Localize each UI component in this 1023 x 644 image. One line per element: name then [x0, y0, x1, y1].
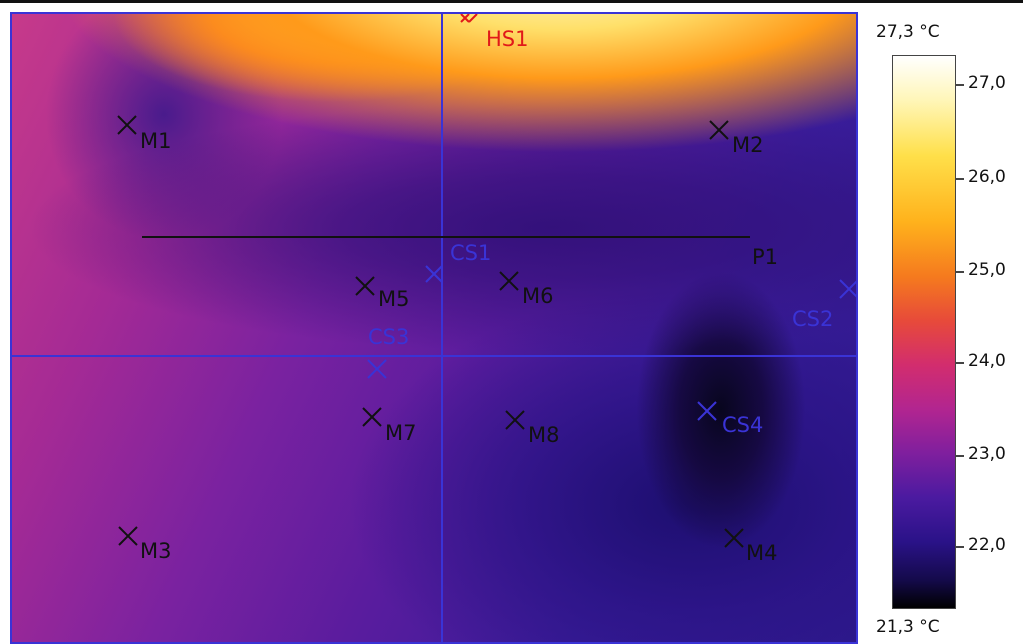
marker-m1[interactable]: M1 [117, 115, 171, 153]
top-border-line [0, 0, 1023, 3]
scale-tick [956, 271, 964, 273]
scale-tick-label-23: 23,0 [968, 444, 1006, 464]
label-cs1: CS1 [450, 241, 491, 265]
thermal-overlay: P1 HS1 M1 M2 M3 M4 [12, 14, 858, 642]
label-m8: M8 [528, 423, 559, 447]
scale-tick-label-22: 22,0 [968, 535, 1006, 555]
label-m3: M3 [140, 539, 171, 563]
marker-cs1[interactable]: CS1 [425, 241, 491, 283]
label-m5: M5 [378, 287, 409, 311]
marker-m6[interactable]: M6 [499, 271, 553, 308]
label-m6: M6 [522, 284, 553, 308]
marker-hs1[interactable]: HS1 [460, 14, 528, 51]
scale-tick-label-26: 26,0 [968, 167, 1006, 187]
label-p1: P1 [752, 245, 778, 269]
marker-m2[interactable]: M2 [709, 120, 763, 157]
temperature-color-bar [892, 55, 956, 609]
thermal-image[interactable]: P1 HS1 M1 M2 M3 M4 [10, 12, 858, 644]
scale-tick [956, 546, 964, 548]
marker-cs2[interactable]: CS2 [792, 279, 858, 331]
label-hs1: HS1 [486, 27, 528, 51]
scale-tick-label-25: 25,0 [968, 260, 1006, 280]
marker-cs3[interactable]: CS3 [367, 325, 409, 379]
label-cs2: CS2 [792, 307, 833, 331]
scale-tick-label-27: 27,0 [968, 73, 1006, 93]
scale-tick [956, 84, 964, 86]
label-m4: M4 [746, 541, 777, 565]
marker-m3[interactable]: M3 [118, 526, 171, 563]
marker-m4[interactable]: M4 [724, 528, 777, 565]
label-m7: M7 [385, 421, 416, 445]
label-m2: M2 [732, 133, 763, 157]
marker-m8[interactable]: M8 [505, 410, 559, 447]
label-cs3: CS3 [368, 325, 409, 349]
scale-min-label: 21,3 °C [876, 617, 940, 637]
label-cs4: CS4 [722, 413, 763, 437]
scale-tick [956, 455, 964, 457]
scale-tick [956, 178, 964, 180]
scale-tick [956, 362, 964, 364]
scale-tick-label-24: 24,0 [968, 351, 1006, 371]
marker-m5[interactable]: M5 [355, 276, 409, 311]
label-m1: M1 [140, 129, 171, 153]
marker-m7[interactable]: M7 [362, 407, 416, 445]
marker-cs4[interactable]: CS4 [697, 401, 763, 437]
scale-max-label: 27,3 °C [876, 22, 940, 42]
